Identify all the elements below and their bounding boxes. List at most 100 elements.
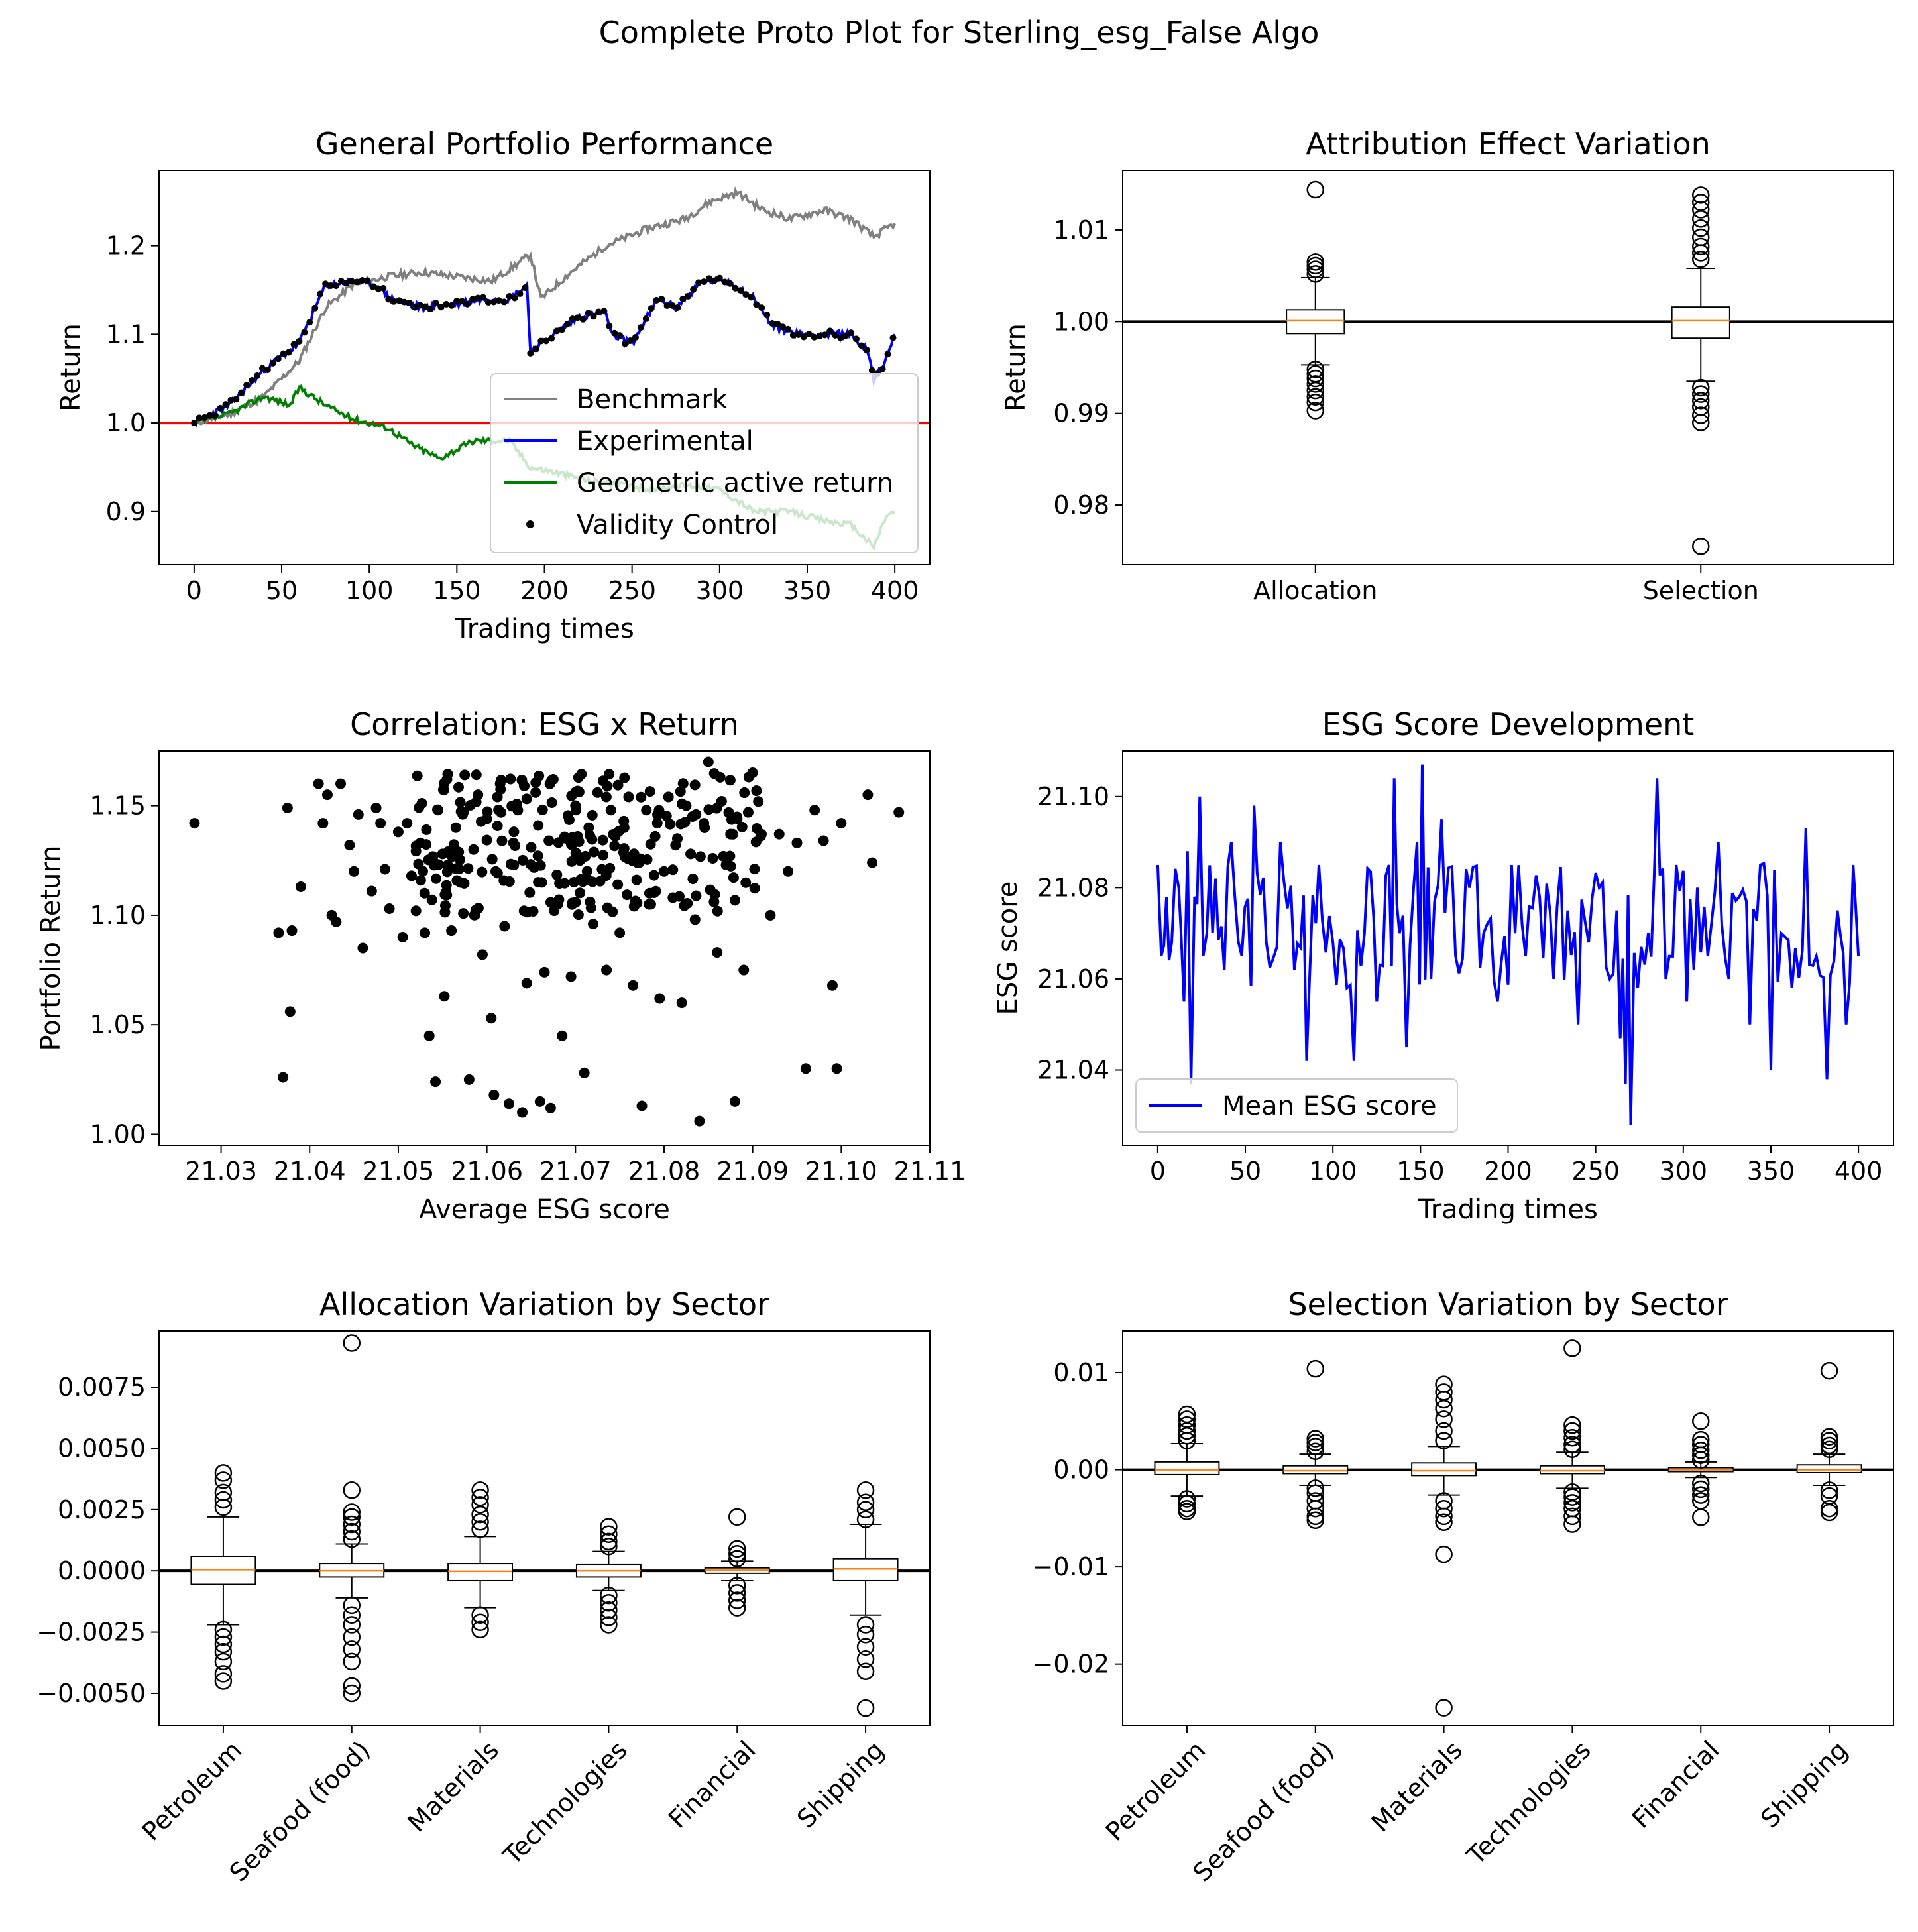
validity-control-point [695,279,703,286]
scatter-point [689,779,701,791]
scatter-point [818,835,829,846]
box-flier [343,1515,361,1534]
scatter-point [499,921,510,932]
scatter-point [654,993,665,1004]
validity-control-point [779,323,786,331]
scatter-point [423,1030,435,1041]
validity-control-point [511,294,518,302]
validity-control-point [443,300,450,308]
scatter-point [644,899,655,910]
box-flier [728,1577,746,1595]
scatter-point [397,931,408,942]
box-flier [600,1609,618,1626]
scatter-point [437,784,449,795]
scatter-point [773,828,785,840]
validity-control-point [254,372,261,380]
validity-control-point [669,302,676,309]
scatter-point [730,895,741,906]
validity-control-point [274,355,282,363]
validity-control-point [490,298,497,306]
esg-ytick-label: 21.08 [1037,873,1109,902]
scatter-point [750,836,762,848]
scatter-point [415,875,426,886]
attr-title: Attribution Effect Variation [1306,126,1711,162]
legend-entry: Validity Control [577,510,778,540]
scatter-point [392,826,404,838]
esg-legend [1135,1078,1458,1133]
validity-control-point [495,297,502,304]
scatter-point [492,868,503,879]
esg-xtick-label: 400 [1834,1157,1883,1186]
corr-xtick-label: 21.11 [894,1157,966,1186]
scatter-point [486,1013,497,1024]
validity-control-point [369,283,376,290]
scatter-point [691,890,702,901]
scatter-point [384,903,395,914]
box-flier [1306,393,1324,412]
box-flier [1820,1499,1838,1518]
box-flier [1563,1440,1581,1459]
validity-control-point [348,278,355,285]
box-flier [856,1510,875,1528]
validity-control-point [590,313,597,320]
box-body [1282,1465,1349,1475]
alloc-frame [158,1330,931,1726]
scatter-point [689,914,701,925]
box-flier [1306,1511,1324,1530]
scatter-point [439,889,451,901]
scatter-point [551,869,563,880]
validity-control-point [701,278,708,286]
validity-control-point [459,298,466,305]
box-flier [471,1513,489,1531]
scatter-point [510,840,521,851]
scatter-point [534,1096,545,1107]
box-flier [343,1640,361,1658]
corr-xlabel: Average ESG score [419,1194,670,1225]
legend-entry: Mean ESG score [1222,1091,1437,1121]
scatter-point [508,860,520,871]
validity-control-point [401,298,408,306]
validity-control-point [600,308,608,315]
box-flier [1306,180,1324,199]
box-flier [343,1628,361,1646]
box-body [1796,1464,1862,1473]
box-flier [1306,1438,1324,1455]
scatter-point [644,786,655,797]
scatter-point [645,838,656,850]
validity-control-point [390,298,398,305]
validity-control-point [306,319,313,326]
box-flier [1435,1410,1453,1428]
validity-control-point [826,327,834,335]
box-flier [1820,1440,1838,1459]
box-flier [1692,385,1710,403]
validity-control-point [190,420,197,427]
corr-frame [158,750,931,1146]
validity-control-point [327,282,335,290]
box-flier [1692,1492,1710,1510]
validity-control-point [606,322,613,329]
validity-control-point [427,305,434,312]
box-flier [1692,378,1710,397]
scatter-point [588,919,599,930]
validity-control-point [595,308,602,315]
scatter-point [738,964,750,976]
validity-control-point [437,304,445,311]
scatter-point [667,864,679,876]
scatter-point [496,807,507,818]
scatter-point [439,991,450,1002]
box-flier [1563,1483,1581,1501]
sel-ytick-label: −0.01 [1033,1552,1109,1581]
scatter-point [742,807,754,818]
perf-xlabel: Trading times [454,614,634,644]
validity-control-point [411,304,418,311]
attr-ytick-label: 0.98 [1053,490,1109,520]
scatter-point [426,894,437,905]
box-flier [856,1616,875,1634]
validity-control-point [637,324,644,331]
box-flier [1178,1490,1196,1508]
validity-control-point [527,349,534,357]
scatter-point [694,1115,705,1127]
scatter-point [482,806,493,817]
box-flier [1306,375,1324,393]
scatter-point [504,1098,515,1109]
